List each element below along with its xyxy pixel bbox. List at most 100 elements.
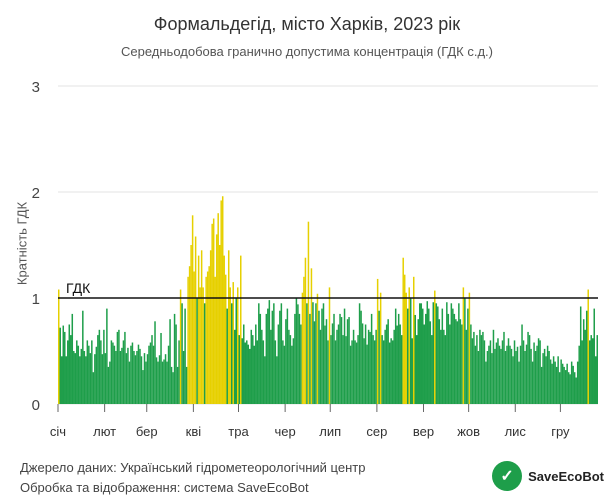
bar	[431, 335, 433, 404]
bar	[591, 338, 594, 404]
bar	[425, 313, 427, 404]
bar	[415, 335, 418, 404]
x-tick-label: січ	[50, 424, 66, 439]
bar	[432, 302, 435, 404]
x-tick-label: жов	[457, 424, 480, 439]
bar	[443, 329, 445, 404]
bar	[155, 357, 158, 404]
bar	[409, 298, 412, 404]
bar	[507, 338, 510, 404]
bar	[576, 361, 579, 404]
bar	[62, 325, 65, 404]
bar	[211, 223, 213, 404]
bar	[89, 353, 92, 404]
bar	[230, 303, 233, 404]
bar	[185, 366, 188, 404]
bar	[227, 250, 230, 404]
bar	[73, 351, 75, 404]
bar	[346, 319, 349, 404]
bar	[585, 310, 588, 404]
bar	[143, 353, 146, 404]
bar	[116, 331, 119, 404]
bar	[246, 340, 248, 404]
bar	[136, 351, 138, 404]
bar	[86, 340, 89, 404]
bar	[527, 331, 529, 404]
bar	[173, 313, 176, 404]
bar	[485, 361, 487, 404]
bar	[240, 255, 242, 404]
bar	[567, 372, 570, 404]
bar	[119, 351, 122, 404]
bar	[486, 351, 489, 404]
bar	[446, 302, 448, 404]
bar	[450, 303, 453, 404]
bar	[489, 340, 492, 404]
bar	[154, 321, 156, 404]
bar	[414, 314, 416, 404]
bar	[452, 308, 454, 404]
bar	[208, 266, 210, 404]
bar	[569, 374, 571, 404]
bar	[388, 342, 391, 404]
bar	[352, 329, 355, 404]
bar	[328, 287, 331, 404]
bar	[369, 331, 371, 404]
bar	[561, 363, 564, 404]
bar	[130, 345, 132, 404]
bar	[509, 345, 511, 404]
bar	[396, 325, 398, 404]
bar	[218, 245, 221, 404]
bar	[412, 276, 415, 404]
bar	[327, 340, 329, 404]
bar	[253, 345, 256, 404]
bar	[226, 308, 228, 404]
bar	[483, 340, 486, 404]
bar	[309, 313, 311, 404]
bar	[512, 356, 514, 404]
saveecobot-logo[interactable]: ✓ SaveEcoBot	[492, 458, 604, 494]
bar	[318, 310, 320, 404]
bar	[209, 250, 212, 404]
bar	[364, 324, 367, 404]
bar	[444, 335, 447, 404]
bar	[98, 329, 101, 404]
threshold-label: ГДК	[66, 280, 91, 296]
bar	[289, 335, 292, 404]
bar	[149, 342, 152, 404]
bar	[212, 218, 215, 404]
bar	[549, 359, 552, 404]
bar-chart: 0 1 2 3 ГДК січ лют бер кві тра чер лип сер вер жов л…	[32, 79, 598, 439]
bar	[531, 361, 534, 404]
bar	[393, 329, 395, 404]
bar	[464, 298, 466, 404]
bar	[232, 282, 234, 404]
bar	[283, 345, 286, 404]
bar	[223, 255, 225, 404]
bar	[83, 351, 86, 404]
bar	[422, 308, 424, 404]
bar	[510, 348, 513, 404]
bar	[515, 351, 517, 404]
chart-subtitle: Середньодобова гранично допустима концен…	[121, 44, 493, 59]
bar	[312, 302, 314, 404]
bar	[151, 335, 153, 404]
bar	[379, 292, 382, 404]
bar	[471, 338, 474, 404]
bar	[146, 354, 149, 404]
bar	[249, 348, 251, 404]
bar	[474, 345, 477, 404]
bar	[64, 331, 66, 404]
bar	[282, 340, 284, 404]
bar	[358, 303, 361, 404]
bar	[492, 329, 495, 404]
bar	[301, 292, 304, 404]
x-tick-label: вер	[413, 424, 434, 439]
bar	[71, 313, 74, 404]
bar	[376, 278, 379, 404]
bar	[235, 298, 237, 404]
bar	[437, 306, 439, 404]
y-tick-label: 2	[32, 185, 40, 202]
bar	[139, 348, 141, 404]
bar	[277, 324, 280, 404]
